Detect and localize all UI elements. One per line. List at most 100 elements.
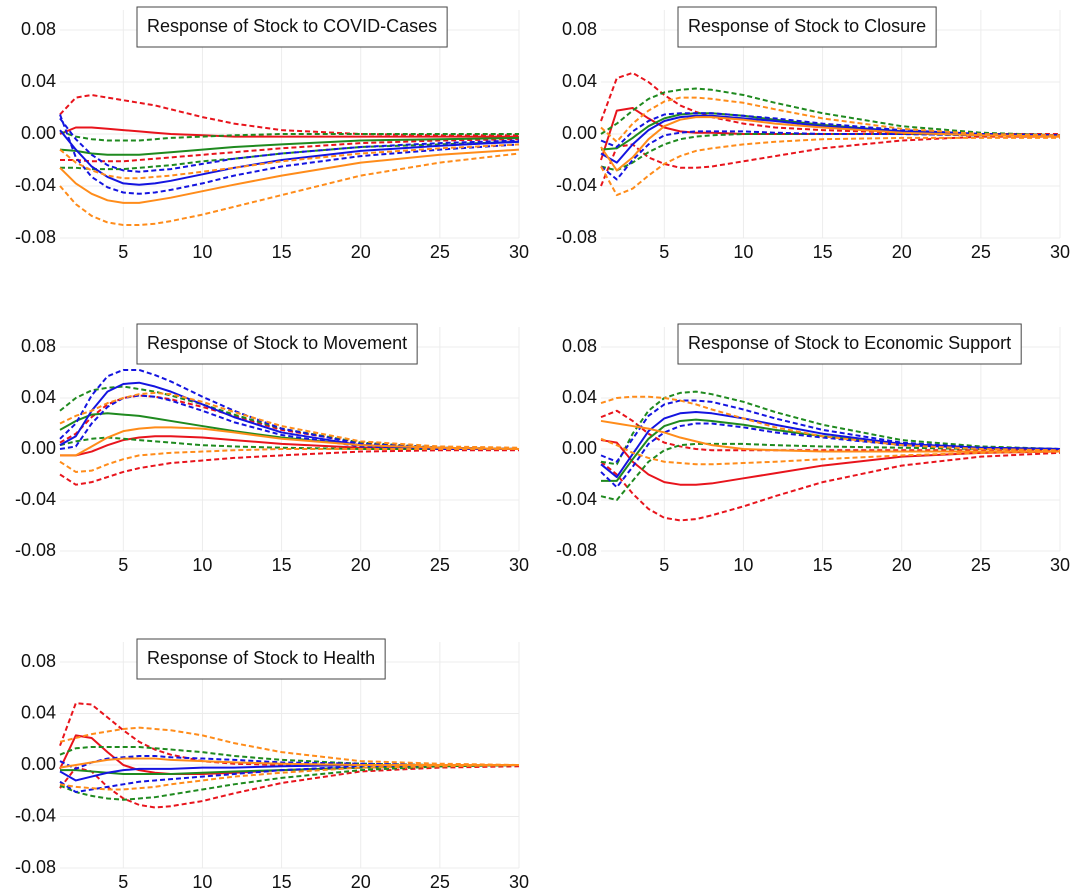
band-line [59, 449, 519, 486]
y-tick-label: 0.08 [21, 336, 56, 356]
y-tick-label: -0.08 [556, 540, 597, 560]
x-tick-label: 10 [192, 872, 212, 892]
x-tick-label: 20 [351, 872, 371, 892]
y-tick-label: 0.00 [562, 438, 597, 458]
panel-title: Response of Stock to Movement [147, 333, 407, 353]
x-tick-label: 15 [813, 242, 833, 262]
x-tick-label: 15 [272, 872, 292, 892]
band-line [59, 130, 519, 142]
band-line [59, 385, 520, 450]
y-tick-label: -0.08 [15, 540, 56, 560]
y-tick-label: -0.08 [556, 227, 597, 247]
x-tick-label: 5 [118, 872, 128, 892]
x-tick-label: 20 [351, 242, 371, 262]
x-tick-label: 20 [351, 555, 371, 575]
x-tick-label: 30 [1050, 555, 1070, 575]
band-line [59, 765, 520, 809]
x-tick-label: 5 [659, 555, 669, 575]
y-tick-label: -0.04 [15, 805, 56, 825]
x-tick-label: 15 [813, 555, 833, 575]
y-tick-label: -0.08 [15, 227, 56, 247]
band-line [59, 143, 520, 180]
panel-title: Response of Stock to Health [147, 648, 375, 668]
y-tick-label: 0.00 [21, 754, 56, 774]
x-tick-label: 5 [659, 242, 669, 262]
y-tick-label: 0.04 [562, 71, 597, 91]
response-line [59, 734, 520, 776]
x-tick-label: 25 [430, 242, 450, 262]
y-tick-label: -0.08 [15, 857, 56, 877]
y-tick-label: 0.00 [21, 438, 56, 458]
x-tick-label: 10 [192, 555, 212, 575]
x-tick-label: 25 [430, 872, 450, 892]
panel: 5 10 15 20 25 30 -0.08 -0.04 0.00 0.04 0.08 Respons… [15, 6, 529, 262]
response-line [59, 136, 520, 156]
panel-title: Response of Stock to Economic Support [688, 333, 1011, 353]
response-line [59, 757, 519, 769]
band-line [600, 395, 1061, 452]
response-line [600, 411, 1061, 479]
y-tick-label: -0.04 [556, 175, 597, 195]
band-line [600, 135, 1060, 187]
x-tick-label: 20 [892, 242, 912, 262]
band-line [600, 451, 1061, 522]
response-line [59, 129, 520, 186]
x-tick-label: 5 [118, 242, 128, 262]
title-box [136, 638, 386, 680]
band-line [59, 436, 519, 450]
response-line [600, 116, 1061, 172]
x-tick-label: 25 [971, 242, 991, 262]
panel: 5 10 15 20 25 30 -0.08 -0.04 0.00 0.04 0.08 Respons… [15, 323, 529, 575]
x-tick-label: 15 [272, 555, 292, 575]
band-line [600, 136, 1060, 197]
x-tick-label: 30 [509, 242, 529, 262]
y-tick-label: 0.00 [21, 123, 56, 143]
response-line [59, 148, 520, 204]
band-line [59, 117, 520, 173]
band-line [59, 726, 520, 766]
title-box [136, 323, 418, 365]
band-line [59, 152, 520, 226]
x-tick-label: 30 [1050, 242, 1070, 262]
panel: 5 10 15 20 25 30 -0.08 -0.04 0.00 0.04 0.08 Respons… [556, 6, 1070, 262]
x-tick-label: 30 [509, 555, 529, 575]
x-tick-label: 10 [733, 242, 753, 262]
band-line [59, 764, 520, 791]
band-line [600, 87, 1061, 137]
response-line [60, 426, 520, 457]
band-line [600, 96, 1061, 143]
band-line [59, 94, 519, 137]
band-line [600, 399, 1061, 463]
x-tick-label: 25 [971, 555, 991, 575]
response-line [600, 419, 1060, 453]
y-tick-label: 0.08 [21, 19, 56, 39]
y-tick-label: 0.04 [21, 71, 56, 91]
band-line [600, 437, 1061, 466]
band-line [59, 368, 520, 450]
band-line [59, 114, 520, 195]
panel-title: Response of Stock to COVID-Cases [147, 16, 437, 36]
band-line [59, 702, 519, 766]
band-line [59, 394, 519, 450]
title-box [677, 323, 1022, 365]
band-line [600, 112, 1061, 148]
title-box [136, 6, 448, 48]
response-line [600, 114, 1061, 164]
x-tick-label: 20 [892, 555, 912, 575]
y-tick-label: 0.08 [562, 336, 597, 356]
y-tick-label: 0.04 [562, 387, 597, 407]
band-line [59, 391, 520, 449]
response-line [59, 381, 519, 450]
band-line [59, 754, 519, 770]
y-tick-label: -0.04 [15, 489, 56, 509]
panel: 5 10 15 20 25 30 -0.08 -0.04 0.00 0.04 0.08 Respons… [15, 638, 529, 892]
panel-title: Response of Stock to Closure [688, 16, 926, 36]
x-tick-label: 15 [272, 242, 292, 262]
band-line [600, 130, 1060, 181]
y-tick-label: 0.00 [562, 123, 597, 143]
x-tick-label: 10 [192, 242, 212, 262]
band-line [600, 390, 1061, 466]
panel: 5 10 15 20 25 30 -0.08 -0.04 0.00 0.04 0.08 Respons… [556, 323, 1070, 575]
band-line [59, 764, 520, 801]
band-line [59, 448, 519, 473]
